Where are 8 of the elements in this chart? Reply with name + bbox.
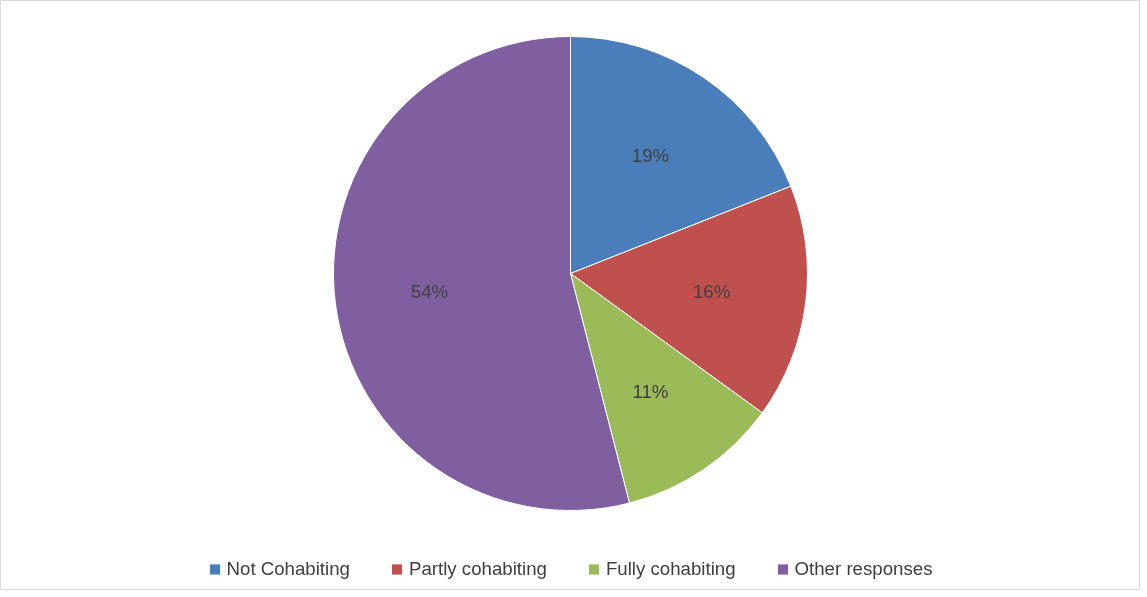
data-label: 11% (632, 380, 669, 402)
legend-label: Partly cohabiting (408, 558, 547, 580)
data-label: 54% (410, 280, 449, 302)
legend-label: Fully cohabiting (605, 558, 736, 580)
legend-label: Other responses (794, 558, 933, 580)
data-label: 16% (692, 280, 731, 302)
data-label: 19% (631, 145, 670, 167)
legend-label: Not Cohabiting (226, 558, 350, 580)
